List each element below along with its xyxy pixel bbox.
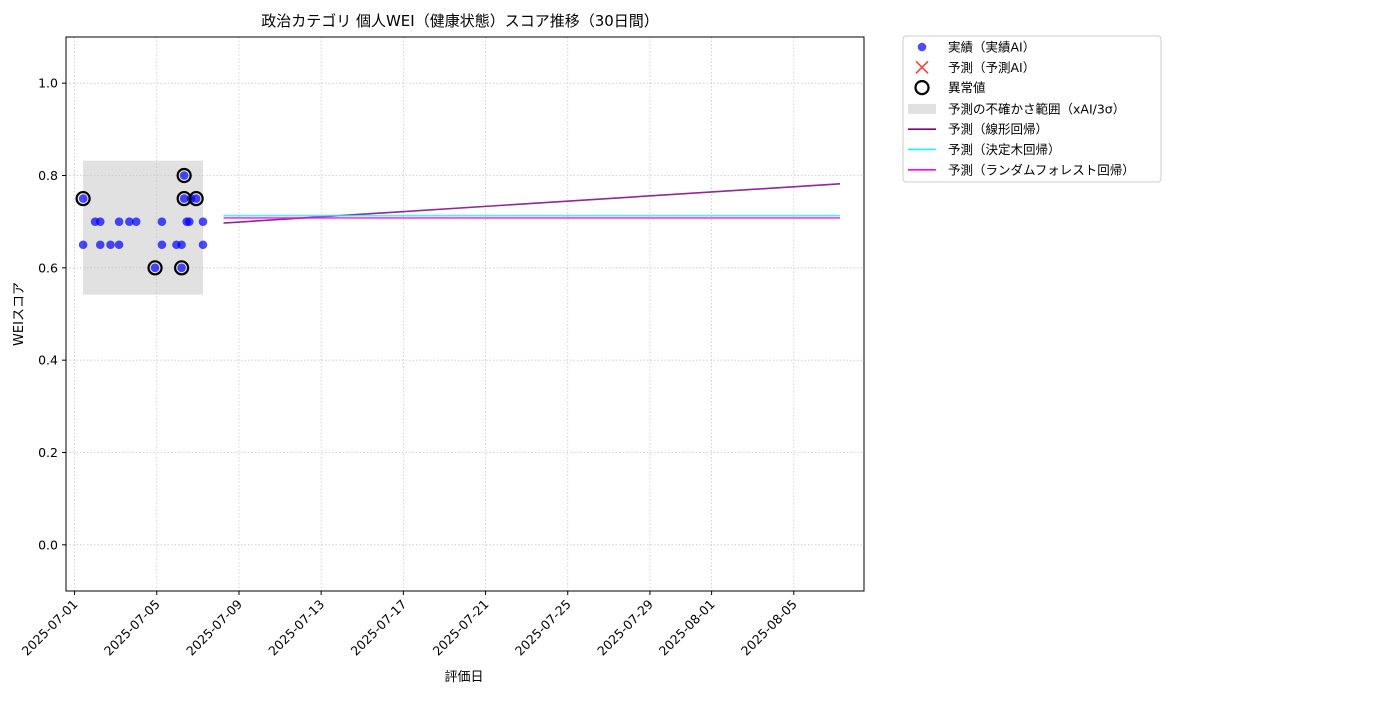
data-point (198, 240, 208, 250)
data-point (95, 240, 105, 250)
data-point (78, 194, 88, 203)
data-point (184, 217, 194, 226)
y-axis-ticks: 0.0 0.2 0.4 0.6 0.8 1.0 (38, 76, 66, 552)
uncertainty-band-layer (83, 160, 203, 295)
legend-item: 予測（ランダムフォレスト回帰） (908, 162, 1135, 177)
data-point (106, 240, 115, 250)
legend-label: 予測（線形回帰） (948, 122, 1048, 137)
legend-x-marker (915, 60, 929, 74)
plot-frame (65, 36, 865, 592)
data-point (131, 217, 141, 226)
legend-point-marker (917, 42, 927, 52)
legend-label: 予測の不確かさ範囲（xAI/3σ） (948, 101, 1125, 116)
legend-item: 予測（予測AI） (915, 60, 1035, 75)
data-point (125, 217, 134, 226)
x-axis-label: 評価日 (444, 670, 483, 685)
legend-band-swatch (908, 103, 936, 114)
outlier-marker (188, 190, 204, 207)
legend-label: 予測（ランダムフォレスト回帰） (948, 162, 1135, 177)
y-tick-label: 0.6 (38, 260, 58, 275)
legend-label: 予測（決定木回帰） (948, 142, 1061, 157)
y-tick-label: 0.0 (38, 537, 58, 552)
outlier-marker (173, 260, 190, 276)
data-point (179, 171, 189, 180)
legend-label: 予測（予測AI） (948, 60, 1035, 75)
points-layer (75, 167, 208, 276)
data-point (177, 240, 186, 250)
prediction-line (223, 183, 841, 224)
legend-label: 異常値 (948, 80, 986, 95)
y-tick-label: 0.8 (38, 168, 58, 183)
y-axis-label: WEIスコア (12, 282, 27, 346)
grid-layer (66, 37, 864, 591)
data-point (150, 263, 160, 273)
legend-item: 予測の不確かさ範囲（xAI/3σ） (908, 101, 1125, 116)
y-tick-label: 1.0 (38, 76, 58, 91)
data-point (78, 240, 88, 250)
data-point (177, 263, 186, 273)
data-point (157, 240, 167, 250)
legend-item: 異常値 (914, 79, 986, 96)
legend-item: 予測（決定木回帰） (908, 142, 1061, 157)
prediction-lines-layer (223, 183, 841, 224)
legend-item: 実績（実績AI） (917, 40, 1035, 55)
legend-outlier-marker (914, 79, 930, 96)
data-point (198, 217, 208, 226)
outlier-marker (147, 260, 163, 276)
legend-item: 予測（線形回帰） (908, 122, 1048, 137)
data-point (179, 194, 189, 203)
outlier-marker (75, 190, 91, 207)
data-point (114, 217, 124, 226)
chart-title: 政治カテゴリ 個人WEI（健康状態）スコア推移（30日間） (261, 12, 659, 30)
y-tick-label: 0.4 (38, 353, 58, 368)
data-point (95, 217, 105, 226)
uncertainty-band (83, 160, 203, 295)
legend-box (902, 35, 1162, 183)
y-tick-label: 0.2 (38, 445, 58, 460)
outlier-marker (176, 167, 192, 184)
data-point (191, 194, 201, 203)
data-point (157, 217, 167, 226)
legend-label: 実績（実績AI） (948, 40, 1035, 55)
data-point (114, 240, 124, 250)
